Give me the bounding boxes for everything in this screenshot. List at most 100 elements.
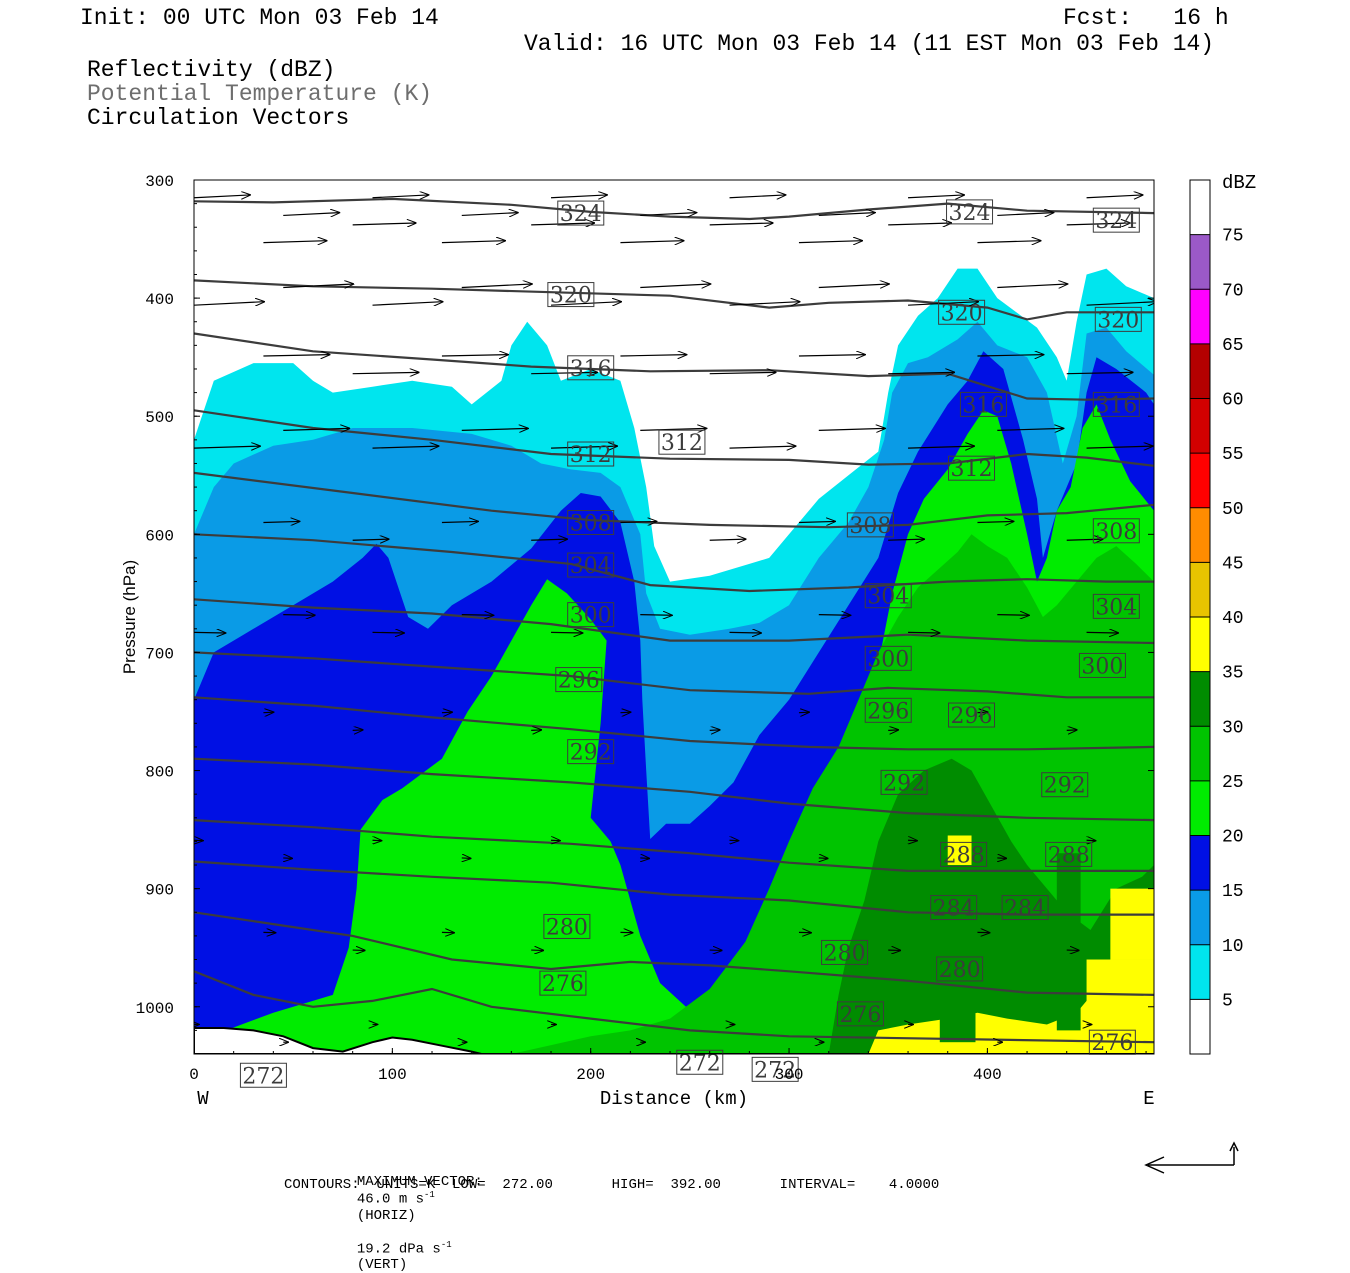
- contour-label-296: 296: [556, 668, 602, 694]
- contour-label-text: 280: [546, 915, 588, 940]
- reflectivity-cell-30dbz-east: [1057, 853, 1081, 1030]
- contour-label-text: 312: [661, 431, 703, 456]
- reflectivity-cell-30dbz: [940, 865, 976, 1042]
- contour-label-text: 276: [542, 972, 584, 997]
- contour-label-292: 292: [1042, 773, 1088, 799]
- circulation-vector-74: [263, 712, 273, 713]
- contour-label-text: 300: [1081, 654, 1123, 679]
- reference-vector-icon: [1146, 1143, 1238, 1173]
- contour-label-276: 276: [1089, 1030, 1135, 1056]
- contour-label-296: 296: [949, 703, 995, 729]
- contour-label-288: 288: [941, 842, 987, 868]
- circulation-vector-64: [283, 615, 315, 616]
- y-tick-label: 700: [145, 645, 174, 663]
- colorbar-swatch-6: [1190, 672, 1210, 727]
- circulation-vector-5: [640, 213, 696, 216]
- circulation-vector-1: [283, 213, 339, 216]
- contour-label-text: 280: [939, 958, 981, 983]
- contour-label-324: 324: [558, 201, 604, 227]
- colorbar-level-label: 5: [1222, 991, 1233, 1011]
- circulation-vector-4: [551, 195, 607, 198]
- x-axis-label: Distance (km): [600, 1088, 748, 1110]
- y-tick-label: 400: [145, 291, 174, 309]
- circulation-vector-75: [353, 730, 363, 731]
- colorbar-swatch-3: [1190, 836, 1210, 891]
- circulation-vector-18: [888, 223, 951, 225]
- contour-label-text: 292: [1044, 774, 1086, 799]
- circulation-vector-48: [730, 446, 796, 448]
- x-tick-label: 100: [378, 1066, 407, 1084]
- circulation-vector-17: [799, 241, 862, 243]
- contour-label-320: 320: [1095, 307, 1141, 333]
- colorbar-level-label: 65: [1222, 336, 1244, 356]
- contour-label-text: 288: [943, 843, 985, 868]
- circulation-vector-38: [799, 355, 865, 356]
- contour-label-text: 320: [1097, 308, 1139, 333]
- contour-label-280: 280: [544, 914, 590, 940]
- circulation-vector-11: [263, 241, 326, 243]
- contour-label-text: 284: [933, 897, 975, 922]
- y-tick-label: 1000: [136, 1000, 174, 1018]
- colorbar-swatch-9: [1190, 508, 1210, 563]
- max-vector-vert-exponent: -1: [441, 1240, 452, 1250]
- colorbar-swatch-10: [1190, 453, 1210, 508]
- contour-label-text: 296: [951, 704, 993, 729]
- circulation-vector-78: [620, 712, 630, 713]
- contour-label-304: 304: [865, 584, 911, 610]
- contour-label-308: 308: [847, 513, 893, 539]
- contour-label-324: 324: [1093, 208, 1139, 234]
- circulation-vector-15: [620, 241, 683, 243]
- circulation-vector-79: [710, 730, 720, 731]
- circulation-vector-21: [194, 302, 264, 306]
- contour-label-304: 304: [568, 553, 614, 579]
- contour-label-text: 300: [570, 604, 612, 629]
- x-tick-label: 300: [775, 1066, 804, 1084]
- contour-label-276: 276: [837, 1002, 883, 1028]
- colorbar-title: dBZ: [1222, 172, 1256, 194]
- colorbar-swatch-0: [1190, 999, 1210, 1054]
- colorbar-level-label: 10: [1222, 937, 1244, 957]
- circulation-vector-16: [710, 223, 773, 225]
- colorbar-swatch-11: [1190, 399, 1210, 454]
- circulation-vector-0: [194, 195, 250, 198]
- contour-label-text: 304: [867, 585, 909, 610]
- contour-label-292: 292: [568, 740, 614, 766]
- contour-label-text: 304: [570, 554, 612, 579]
- contour-label-text: 320: [550, 284, 592, 309]
- contour-label-text: 272: [679, 1051, 721, 1076]
- contour-label-text: 292: [883, 771, 925, 796]
- contour-label-text: 292: [570, 741, 612, 766]
- max-vector-vert-tag: (VERT): [357, 1257, 407, 1273]
- contour-label-text: 308: [849, 514, 891, 539]
- colorbar-swatch-15: [1190, 180, 1210, 235]
- colorbar-swatch-13: [1190, 289, 1210, 344]
- contour-label-284: 284: [931, 896, 977, 922]
- contour-label-text: 308: [1095, 520, 1137, 545]
- reflectivity-cell-35dbz-east-upper: [1110, 889, 1154, 960]
- contour-label-text: 320: [941, 301, 983, 326]
- circulation-vector-6: [730, 195, 786, 198]
- circulation-vector-9: [997, 213, 1053, 216]
- contour-label-280: 280: [937, 957, 983, 983]
- circulation-vector-66: [462, 615, 494, 616]
- contour-label-text: 308: [570, 512, 612, 537]
- contour-label-text: 316: [1095, 393, 1137, 418]
- x-end-label-west: W: [197, 1088, 209, 1110]
- circulation-vector-73: [1087, 632, 1119, 633]
- colorbar-level-label: 20: [1222, 828, 1244, 848]
- circulation-vector-3: [462, 213, 518, 216]
- colorbar-swatch-14: [1190, 235, 1210, 290]
- colorbar-swatch-2: [1190, 890, 1210, 945]
- contour-label-308: 308: [568, 511, 614, 537]
- circulation-vector-37: [710, 372, 776, 373]
- reflectivity-fill: [194, 269, 1154, 1057]
- contour-label-300: 300: [568, 603, 614, 629]
- colorbar-swatch-5: [1190, 726, 1210, 781]
- circulation-vector-71: [908, 632, 940, 633]
- colorbar-swatch-7: [1190, 617, 1210, 672]
- x-tick-label: 400: [973, 1066, 1002, 1084]
- contour-label-text: 280: [824, 941, 866, 966]
- contour-label-text: 276: [839, 1003, 881, 1028]
- contour-label-text: 304: [1095, 595, 1137, 620]
